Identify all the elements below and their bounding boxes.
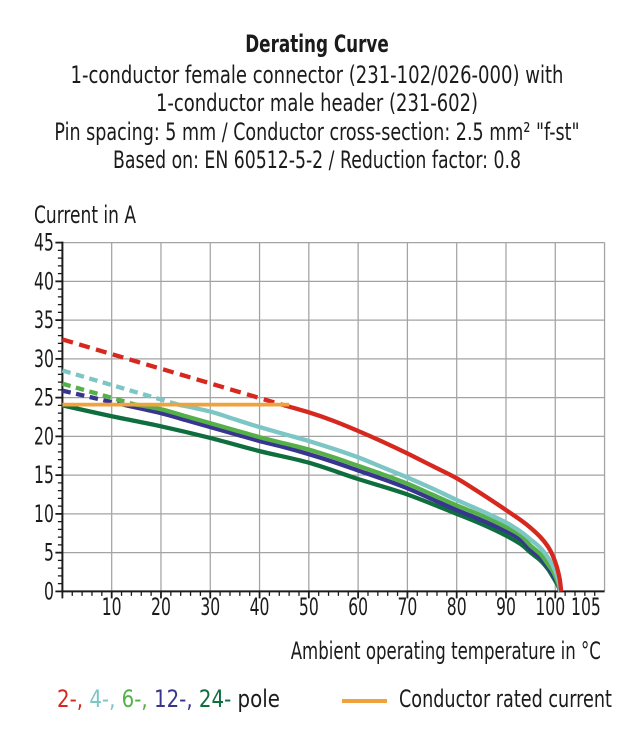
x-tick-label: 90 bbox=[496, 592, 516, 620]
legend-item-24-pole: 24- bbox=[198, 685, 232, 713]
chart-subtitle-line-2: 1-conductor male header (231-602) bbox=[155, 89, 479, 117]
curve-6-pole bbox=[133, 402, 563, 592]
chart-subtitle-line-3: Pin spacing: 5 mm / Conductor cross-sect… bbox=[54, 117, 580, 146]
y-tick-label: 25 bbox=[34, 383, 54, 411]
x-tick-label: 80 bbox=[447, 592, 467, 620]
curve-4-pole bbox=[177, 402, 563, 592]
x-tick-label: 70 bbox=[397, 592, 417, 620]
curve-2-pole bbox=[281, 402, 564, 592]
chart-subtitle-line-4: Based on: EN 60512-5-2 / Reduction facto… bbox=[113, 146, 521, 174]
x-tick-label: 100 bbox=[535, 592, 565, 620]
legend-item-2-pole: 2-, bbox=[57, 685, 90, 713]
x-tick-label: 105 bbox=[571, 592, 601, 620]
y-tick-label: 5 bbox=[44, 538, 54, 566]
y-tick-label: 20 bbox=[34, 422, 54, 450]
y-tick-label: 10 bbox=[34, 499, 54, 527]
curve-6-pole-dashed bbox=[61, 381, 135, 407]
curve-4-pole-dashed bbox=[61, 368, 179, 407]
chart-subtitle-line-1: 1-conductor female connector (231-102/02… bbox=[70, 60, 564, 89]
y-tick-label: 15 bbox=[34, 461, 54, 489]
legend-item-4-pole: 4-, bbox=[89, 685, 122, 713]
y-tick-label: 30 bbox=[34, 344, 54, 372]
x-tick-label: 40 bbox=[250, 592, 270, 620]
curve-2-pole-dashed bbox=[61, 337, 283, 407]
chart-title: Derating Curve bbox=[245, 29, 389, 58]
legend-item-12-pole: 12-, bbox=[153, 685, 199, 713]
x-tick-label: 30 bbox=[200, 592, 220, 620]
y-tick-label: 40 bbox=[34, 267, 54, 295]
legend-pole-suffix: pole bbox=[231, 685, 280, 713]
y-tick-label: 35 bbox=[34, 306, 54, 334]
x-tick-label: 20 bbox=[151, 592, 171, 620]
curve-12-pole-dashed bbox=[61, 388, 120, 406]
legend-rated-current-swatch bbox=[342, 698, 387, 703]
legend-rated-current-label: Conductor rated current bbox=[399, 685, 612, 713]
legend-item-6-pole: 6-, bbox=[121, 685, 154, 713]
x-tick-label: 10 bbox=[102, 592, 122, 620]
x-tick-label: 50 bbox=[299, 592, 319, 620]
x-tick-label: 60 bbox=[348, 592, 368, 620]
y-axis-title: Current in A bbox=[34, 200, 137, 229]
legend-pole-series: 2-, 4-, 6-, 12-, 24- pole bbox=[57, 687, 280, 711]
y-tick-label: 0 bbox=[44, 577, 54, 605]
x-axis-title: Ambient operating temperature in °C bbox=[290, 636, 601, 665]
y-tick-label: 45 bbox=[34, 228, 54, 256]
